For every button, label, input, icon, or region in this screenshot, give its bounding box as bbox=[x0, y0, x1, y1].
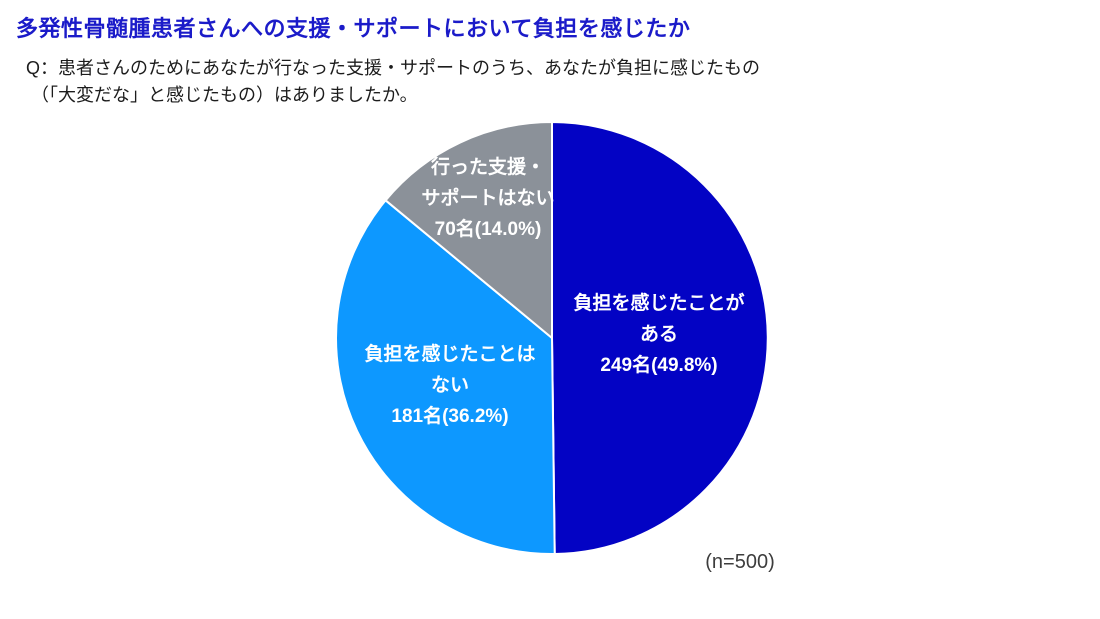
slice-label-line: 負担を感じたことが bbox=[573, 293, 745, 314]
survey-question: Q：患者さんのためにあなたが行なった支援・サポートのうち、あなたが負担に感じたも… bbox=[26, 55, 760, 109]
slice-label-line: 負担を感じたことは bbox=[364, 344, 536, 365]
page-title: 多発性骨髄腫患者さんへの支援・サポートにおいて負担を感じたか bbox=[16, 16, 691, 41]
slice-value-label: 181名(36.2%) bbox=[391, 406, 509, 427]
slice-label-line: ない bbox=[430, 375, 469, 396]
slice-label-no-support: 行った支援・ サポートはない 70名(14.0%) bbox=[358, 152, 618, 245]
slice-label-line: ある bbox=[639, 324, 678, 345]
slice-label-line: 行った支援・ bbox=[430, 157, 545, 178]
slice-label-line: サポートはない bbox=[421, 188, 555, 209]
survey-question-line1: Q：患者さんのためにあなたが行なった支援・サポートのうち、あなたが負担に感じたも… bbox=[26, 58, 760, 78]
sample-size-label: (n=500) bbox=[705, 551, 775, 573]
slice-value-label: 249名(49.8%) bbox=[600, 355, 718, 376]
pie-slice-no-support bbox=[384, 121, 553, 339]
slice-label-burden-no: 負担を感じたことは ない 181名(36.2%) bbox=[300, 339, 600, 432]
slice-label-burden-yes: 負担を感じたことが ある 249名(49.8%) bbox=[509, 288, 809, 381]
pie-slice-burden-yes bbox=[551, 121, 769, 555]
slice-value-label: 70名(14.0%) bbox=[434, 219, 542, 240]
survey-question-line2: （「大変だな」と感じたもの）はありましたか。 bbox=[31, 85, 418, 105]
pie-slice-burden-no bbox=[335, 199, 556, 555]
